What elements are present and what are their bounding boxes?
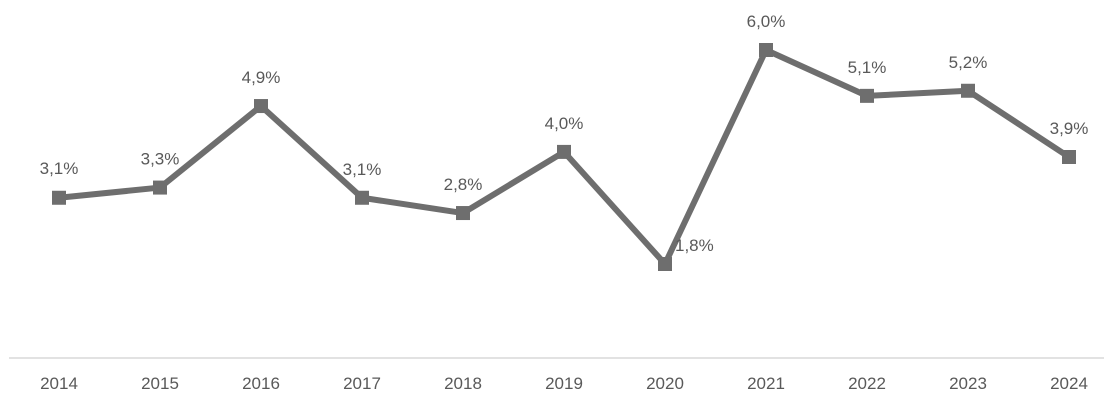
x-tick-label: 2017 [343,374,381,393]
data-point-marker [153,180,167,195]
x-tick-label: 2019 [545,374,583,393]
data-point-marker [254,99,268,114]
data-label: 5,1% [848,58,887,77]
data-points [52,43,1076,271]
data-labels: 3,1% 3,3% 4,9% 3,1% 2,8% 4,0% 1,8% 6,0% 5,1% 5,2%… [40,12,1089,255]
data-point-marker [860,88,874,103]
x-tick-label: 2021 [747,374,785,393]
data-label: 3,3% [141,150,180,169]
x-tick-label: 2018 [444,374,482,393]
data-label: 4,9% [242,68,281,87]
x-tick-label: 2022 [848,374,886,393]
data-point-marker [1062,150,1076,164]
data-label: 4,0% [545,114,584,133]
data-point-marker [961,83,975,98]
data-label: 1,8% [675,236,714,255]
data-label: 2,8% [444,175,483,194]
x-tick-label: 2024 [1050,374,1088,393]
data-label: 3,1% [343,160,382,179]
x-tick-label: 2023 [949,374,987,393]
data-point-marker [456,206,470,221]
x-tick-label: 2014 [40,374,78,393]
x-tick-label: 2016 [242,374,280,393]
data-point-marker [52,190,66,205]
data-point-marker [759,43,773,57]
data-point-marker [658,257,672,271]
data-point-marker [355,190,369,205]
data-label: 5,2% [949,53,988,72]
x-tick-label: 2020 [646,374,684,393]
data-label: 3,9% [1050,119,1089,138]
data-label: 6,0% [747,12,786,31]
x-tick-label: 2015 [141,374,179,393]
x-tick-labels: 2014 2015 2016 2017 2018 2019 2020 2021 2022 2023… [40,374,1088,393]
data-point-marker [557,144,571,159]
data-label: 3,1% [40,159,79,178]
